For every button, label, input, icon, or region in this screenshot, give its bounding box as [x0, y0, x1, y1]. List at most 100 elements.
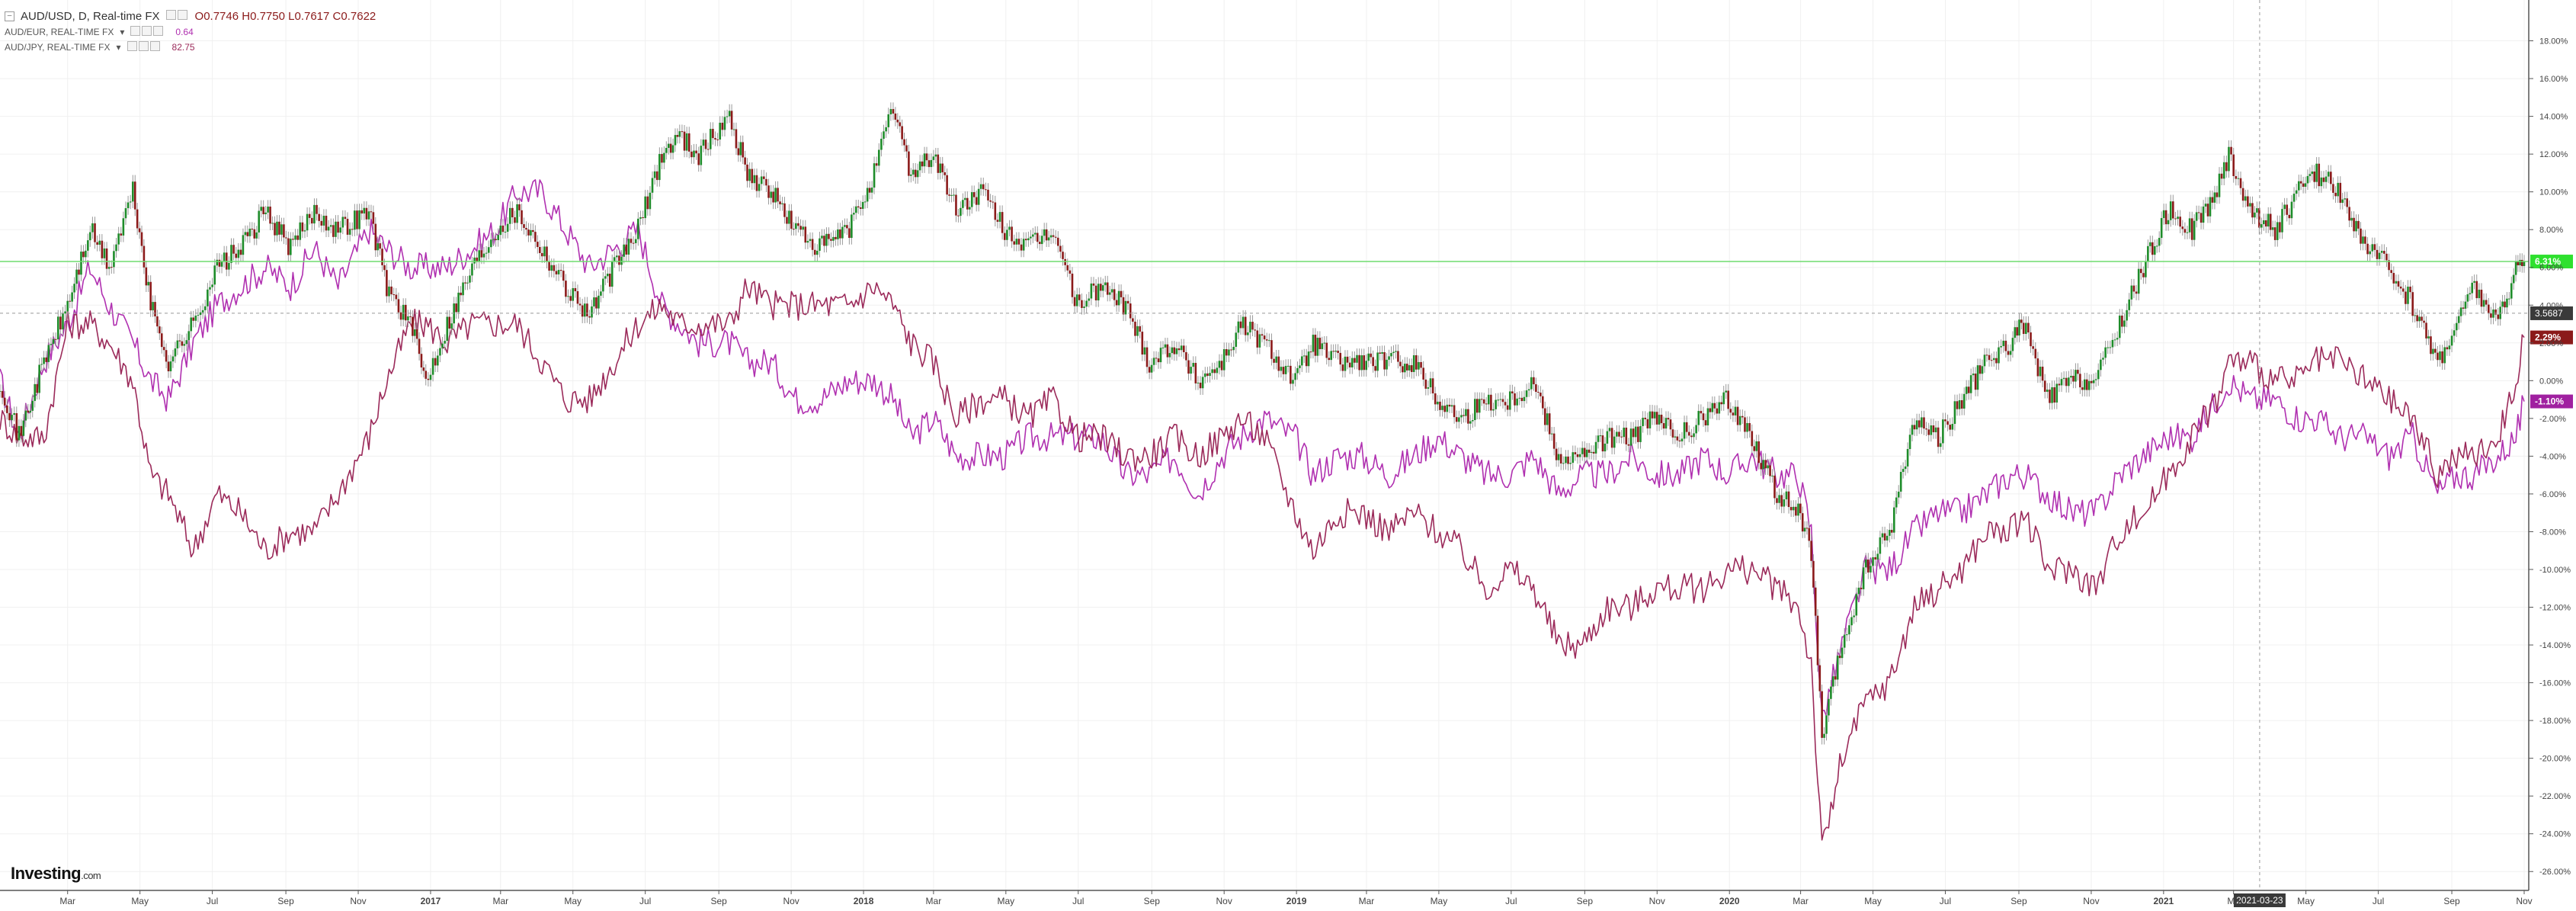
candle: [979, 184, 982, 189]
candle: [588, 316, 591, 318]
collapse-icon[interactable]: –: [5, 11, 14, 21]
candle: [1242, 316, 1245, 329]
candle: [1237, 321, 1240, 333]
candle: [2378, 252, 2381, 259]
candle: [2213, 192, 2216, 203]
candle: [2416, 315, 2418, 322]
candle: [1662, 423, 1665, 429]
dropdown-icon[interactable]: ▾: [120, 27, 125, 37]
last-value-badge: [2530, 255, 2573, 269]
candle: [2155, 245, 2158, 247]
candle: [972, 192, 976, 197]
candle: [2216, 192, 2219, 197]
candle: [2399, 286, 2402, 289]
candle: [2462, 307, 2465, 309]
candle: [861, 201, 864, 209]
candle: [1006, 229, 1008, 240]
candle: [1990, 360, 1993, 361]
candle: [162, 347, 165, 351]
candle: [1778, 495, 1780, 503]
candle: [1550, 433, 1553, 435]
candle: [379, 243, 381, 249]
candle: [2007, 351, 2010, 355]
candle: [755, 175, 758, 191]
x-tick-label: Sep: [277, 896, 294, 906]
candle: [376, 243, 380, 251]
candle: [1487, 394, 1490, 405]
candle: [2324, 176, 2328, 182]
candle: [992, 201, 994, 203]
candle: [2425, 322, 2427, 338]
candle: [802, 226, 804, 230]
candle: [1744, 417, 1746, 432]
candle: [2151, 242, 2154, 255]
candle: [783, 203, 786, 217]
candle: [194, 316, 197, 321]
candle: [2116, 338, 2119, 340]
candle: [1222, 349, 1226, 370]
candle: [1424, 379, 1427, 389]
x-tick-label: Jul: [207, 896, 218, 906]
candle: [1113, 289, 1116, 300]
legend-main-row[interactable]: – AUD/USD, D, Real-time FX O0.7746 H0.77…: [5, 8, 376, 24]
logo-suffix: .com: [81, 870, 101, 881]
candle: [303, 230, 306, 232]
candle: [1646, 419, 1649, 428]
candle: [2501, 301, 2504, 307]
candle: [1559, 454, 1562, 464]
candle: [2327, 172, 2330, 177]
settings-icons[interactable]: [165, 9, 189, 23]
x-tick-label: Nov: [350, 896, 366, 906]
candle: [1846, 634, 1848, 636]
candle: [1629, 428, 1632, 446]
candle: [386, 270, 388, 297]
candle: [950, 194, 953, 196]
candle: [2360, 228, 2362, 244]
candle: [176, 340, 179, 349]
candle: [1235, 332, 1238, 347]
aud-eur-label: AUD/EUR, REAL-TIME FX: [5, 27, 114, 37]
candle: [2510, 283, 2513, 299]
candle: [581, 305, 584, 317]
candle: [946, 175, 948, 195]
candle: [2430, 336, 2432, 354]
candle: [1729, 409, 1732, 413]
candle: [1883, 533, 1886, 541]
candle: [138, 228, 141, 233]
candle: [642, 217, 644, 219]
candle: [2318, 163, 2321, 187]
candle: [358, 210, 360, 229]
candle: [1475, 399, 1479, 413]
series-line-aud-jpy: [0, 278, 2525, 841]
candle: [620, 256, 623, 265]
candle: [2043, 380, 2046, 392]
candle: [763, 176, 765, 179]
y-tick-label: -16.00%: [2539, 679, 2571, 688]
candle: [870, 188, 873, 193]
x-tick-label: Sep: [1577, 896, 1594, 906]
candle: [2341, 199, 2344, 204]
candle: [832, 236, 835, 241]
legend-aud-jpy-row[interactable]: AUD/JPY, REAL-TIME FX ▾ 82.75: [5, 40, 376, 55]
candle: [1760, 463, 1762, 470]
candle: [1020, 244, 1023, 251]
candle: [1439, 401, 1441, 410]
candle: [1664, 418, 1668, 429]
y-tick-label: 0.00%: [2539, 377, 2563, 386]
series-control-icons[interactable]: [127, 41, 162, 53]
candle: [2118, 315, 2121, 338]
candle: [2009, 351, 2012, 355]
series-control-icons[interactable]: [130, 26, 165, 38]
candle: [105, 248, 108, 269]
candle: [2271, 227, 2274, 230]
candle: [2446, 347, 2449, 350]
candle: [1458, 417, 1460, 422]
candle: [1755, 441, 1758, 451]
candle: [1949, 425, 1952, 430]
dropdown-icon[interactable]: ▾: [116, 42, 121, 53]
candle: [383, 265, 386, 271]
legend-aud-eur-row[interactable]: AUD/EUR, REAL-TIME FX ▾ 0.64: [5, 24, 376, 40]
candle: [1052, 235, 1055, 237]
candle: [2439, 351, 2441, 361]
